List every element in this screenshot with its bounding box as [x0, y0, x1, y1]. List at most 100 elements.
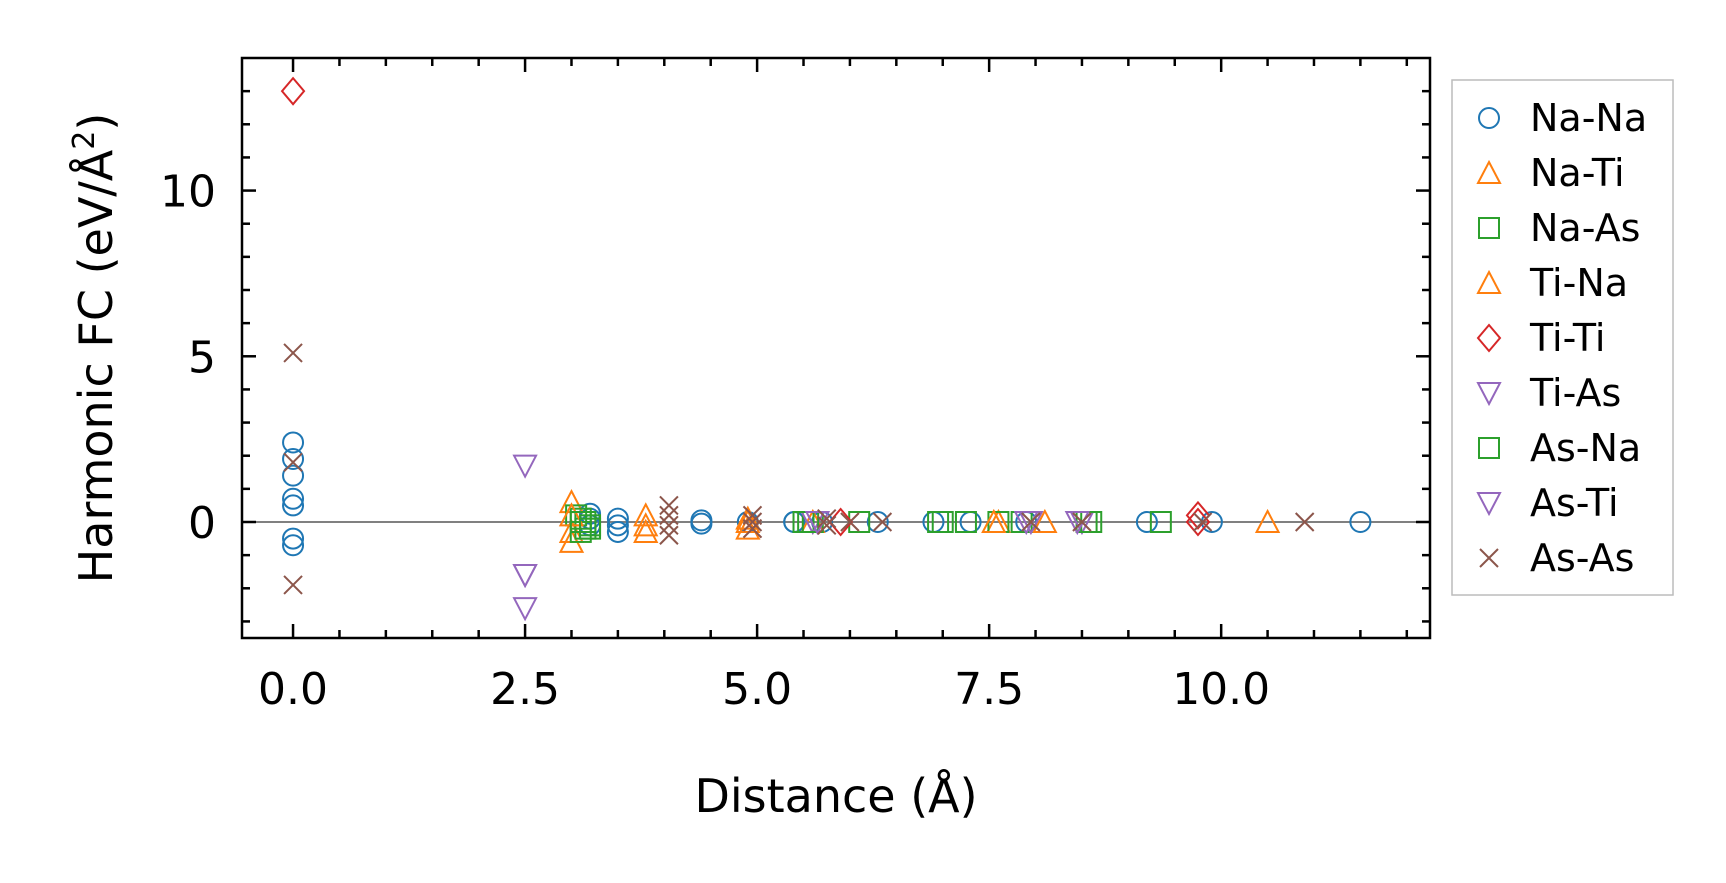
data-point-Na-Na: [606, 514, 629, 537]
data-point-As-As: [817, 508, 837, 529]
data-point-Na-Na: [606, 520, 629, 543]
data-point-As-As: [1294, 512, 1315, 532]
legend-label: Na-Na: [1530, 96, 1647, 140]
data-point-As-As: [283, 452, 303, 473]
data-point-As-As: [1021, 512, 1041, 532]
legend-marker-Na-Ti: [1476, 159, 1502, 184]
data-point-Ti-Ti: [1185, 507, 1211, 537]
x-tick-label: 5.0: [722, 664, 792, 715]
legend-marker-As-Na: [1478, 437, 1500, 459]
y-axis-label-main: Harmonic FC (eV/Å: [69, 149, 123, 583]
data-point-As-As: [659, 525, 679, 545]
data-point-Na-Ti: [735, 505, 761, 530]
legend-item-As-As: As-As: [1479, 536, 1634, 580]
data-point-As-As: [840, 512, 860, 532]
data-point-Na-Ti: [1032, 508, 1058, 533]
data-point-Na-Na: [606, 507, 629, 530]
data-point-Ti-Na: [633, 512, 659, 537]
data-point-As-As: [872, 512, 893, 532]
data-point-As-As: [283, 575, 303, 595]
data-point-As-As: [817, 515, 837, 536]
data-point-Na-Na: [282, 527, 305, 550]
legend-label: As-Ti: [1530, 481, 1619, 525]
data-point-As-As: [1192, 512, 1213, 532]
legend-label: As-Na: [1530, 426, 1641, 470]
data-point-Ti-Ti: [280, 76, 306, 106]
legend-label: Na-Ti: [1530, 151, 1625, 195]
series-Ti-Ti: [280, 76, 1211, 537]
x-tick-label: 0.0: [258, 664, 328, 715]
y-axis-label-close: ): [69, 113, 123, 131]
data-point-As-As: [742, 512, 763, 532]
data-point-As-As: [1072, 512, 1092, 532]
legend-marker-Na-As: [1478, 217, 1500, 239]
data-point-Ti-Na: [981, 508, 1007, 533]
axis-ticks: [242, 58, 1430, 638]
data-point-Na-As: [1149, 511, 1172, 533]
data-point-Na-Na: [282, 487, 305, 510]
legend-item-Ti-Ti: Ti-Ti: [1476, 316, 1605, 360]
legend-item-Ti-As: Ti-As: [1476, 371, 1621, 415]
data-point-Na-Ti: [633, 502, 659, 527]
legend-marker-Ti-As: [1476, 382, 1502, 407]
data-point-As-Ti: [512, 564, 538, 589]
data-point-As-As: [659, 505, 679, 526]
legend-marker-Na-Na: [1478, 107, 1500, 129]
y-tick-label: 10: [160, 167, 216, 218]
data-point-Ti-As: [512, 597, 538, 622]
legend-items: Na-Na Na-Ti Na-As Ti-Na Ti-Ti Ti-As As-Na As-Ti…: [1476, 96, 1647, 580]
data-point-Na-Ti: [633, 518, 659, 543]
x-tick-label: 2.5: [490, 664, 560, 715]
legend-label: As-As: [1530, 536, 1634, 580]
legend-item-Na-Na: Na-Na: [1478, 96, 1647, 140]
data-point-Na-Na: [282, 448, 305, 471]
y-tick-label: 5: [188, 332, 216, 383]
x-tick-label: 10.0: [1172, 664, 1270, 715]
legend-label: Ti-Na: [1529, 261, 1628, 305]
data-point-Na-Na: [690, 512, 713, 535]
data-point-Na-Na: [282, 494, 305, 517]
y-axis-label-superscript: 2: [67, 131, 102, 150]
legend-marker-Ti-Na: [1476, 269, 1502, 294]
data-point-Na-Na: [1349, 511, 1372, 533]
legend-item-As-Ti: As-Ti: [1476, 481, 1619, 525]
data-point-Na-As: [954, 511, 977, 533]
legend-item-As-Na: As-Na: [1478, 426, 1641, 470]
plot-area: [240, 56, 1432, 640]
series-Na-Na: [282, 431, 1372, 557]
data-point-As-Na: [931, 511, 954, 533]
data-point-As-As: [283, 343, 303, 363]
data-point-Ti-As: [512, 564, 538, 589]
legend-label: Na-As: [1530, 206, 1640, 250]
data-point-Na-Na: [866, 511, 889, 533]
data-point-Ti-Ti: [1185, 500, 1211, 530]
legend-label: Ti-As: [1529, 371, 1621, 415]
legend-box: [1451, 79, 1674, 596]
data-point-Na-Na: [282, 431, 305, 454]
data-point-As-As: [742, 518, 763, 539]
data-point-Na-Na: [1135, 511, 1158, 533]
data-point-As-As: [659, 495, 679, 516]
axes-frame: [240, 56, 1432, 640]
data-point-Ti-As: [512, 454, 538, 479]
legend-marker-As-As: [1479, 548, 1499, 568]
data-point-As-As: [659, 515, 679, 536]
series-As-As: [283, 343, 1315, 595]
axis-tick-labels: 0.0 2.5 5.0 7.5 10.0 0 5 10: [160, 167, 1270, 715]
legend: Na-Na Na-Ti Na-As Ti-Na Ti-Ti Ti-As As-Na As-Ti…: [1451, 79, 1674, 596]
legend-item-Na-Ti: Na-Ti: [1476, 151, 1625, 195]
data-point-Na-Ti: [1254, 508, 1281, 533]
legend-label: Ti-Ti: [1529, 316, 1605, 360]
legend-marker-Ti-Ti: [1476, 323, 1502, 353]
legend-item-Na-As: Na-As: [1478, 206, 1640, 250]
x-tick-label: 7.5: [954, 664, 1024, 715]
legend-marker-As-Ti: [1476, 492, 1502, 517]
data-point-Na-Na: [282, 534, 305, 557]
legend-item-Ti-Na: Ti-Na: [1476, 261, 1628, 305]
y-axis-label: Harmonic FC (eV/Å2): [67, 113, 123, 584]
data-point-Na-Na: [282, 464, 305, 487]
x-axis-label: Distance (Å): [694, 769, 977, 823]
data-points: [280, 76, 1372, 622]
y-tick-label: 0: [188, 498, 216, 549]
